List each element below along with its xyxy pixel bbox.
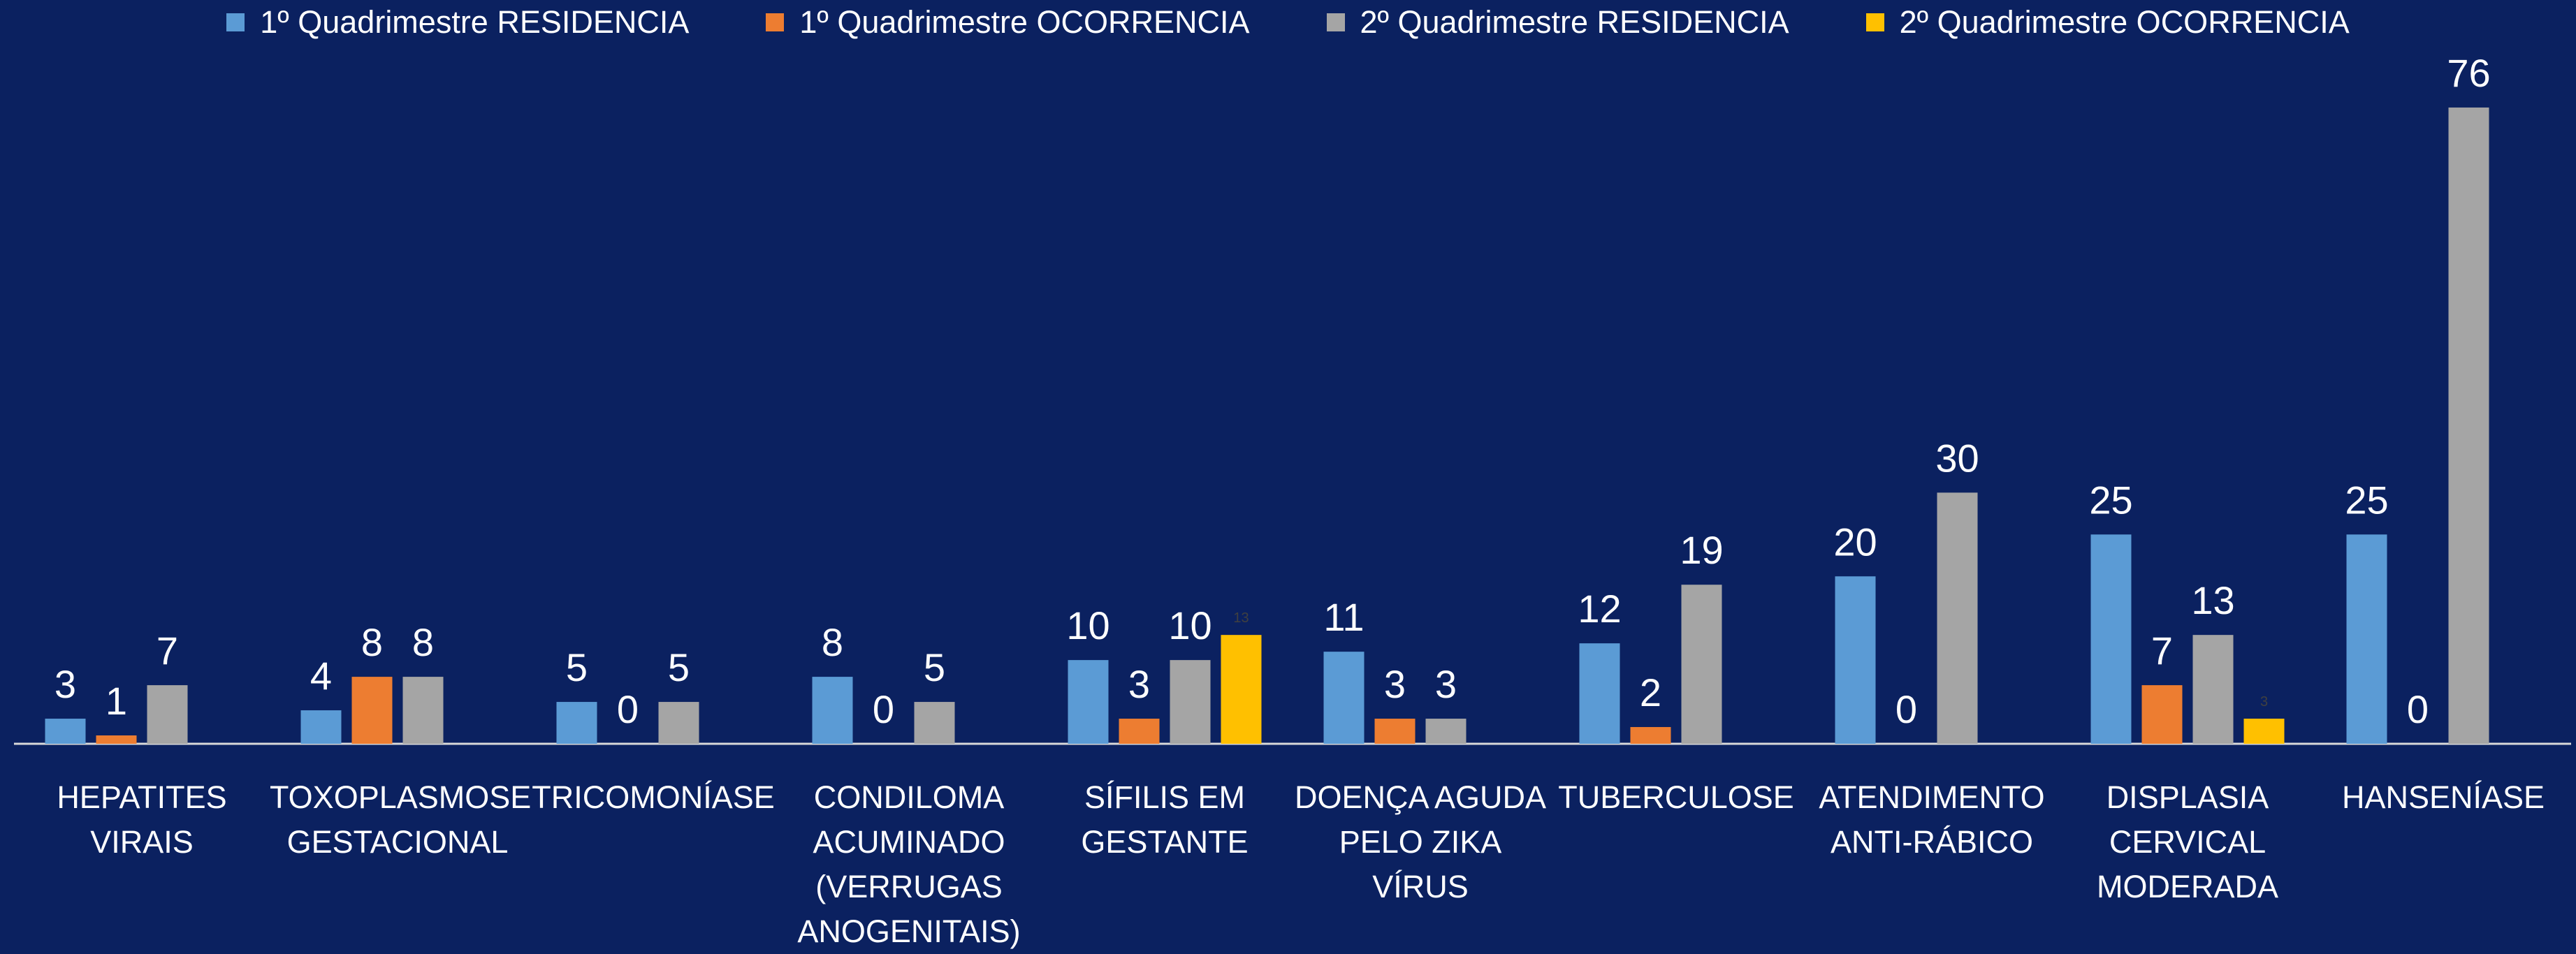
value-label: 8 [822,620,843,664]
value-label: 20 [1833,520,1877,564]
bar [1221,635,1262,744]
value-label: 11 [1323,595,1364,639]
legend-swatch [1326,13,1345,31]
value-label: 3 [1128,662,1150,706]
value-label: 0 [1895,687,1917,731]
value-label: 3 [1435,662,1457,706]
x-tick-label: DISPLASIA CERVICAL MODERADA [2096,779,2279,904]
bar [1323,652,1365,744]
legend-swatch [1865,13,1884,31]
value-label: 10 [1168,603,1211,647]
value-label: 8 [412,620,434,664]
legend-label: 2º Quadrimestre RESIDENCIA [1360,4,1789,40]
value-label: 0 [2407,687,2429,731]
bar [2448,107,2489,744]
bar [147,685,188,744]
value-label: 8 [361,620,383,664]
value-label: 12 [1578,587,1621,631]
legend-label: 1º Quadrimestre RESIDENCIA [260,4,690,40]
legend-swatch [226,13,245,31]
bar [812,677,853,744]
legend-label: 1º Quadrimestre OCORRENCIA [799,4,1250,40]
bar [1835,576,1876,744]
bar [658,702,699,744]
x-tick-label: HANSENÍASE [2341,779,2545,815]
bar [2346,534,2387,744]
x-tick-label: TOXOPLASMOSE GESTACIONAL [270,779,532,860]
value-label: 25 [2089,478,2132,522]
value-label: 1 [105,679,127,723]
value-label: 0 [617,687,639,731]
bar [1170,660,1211,744]
legend-item: 1º Quadrimestre OCORRENCIA [766,4,1250,41]
x-tick-label: ATENDIMENTO ANTI-RÁBICO [1819,779,2045,860]
bar [300,710,342,744]
bar [556,702,597,744]
bar [2192,635,2234,744]
bar [1119,719,1160,744]
value-label: 5 [668,645,690,689]
bar [914,702,955,744]
value-label: 2 [1640,670,1661,714]
legend: 1º Quadrimestre RESIDENCIA 1º Quadrimestr… [0,4,2576,41]
bar [1068,660,1109,744]
value-label: 13 [2191,578,2234,622]
x-tick-label: CONDILOMA ACUMINADO (VERRUGAS ANOGENITAI… [797,779,1021,949]
bar [1681,585,1722,744]
value-label: 7 [2151,629,2173,673]
bar [1937,492,1978,744]
x-tick-label: HEPATITES VIRAIS [57,779,227,860]
value-label: 30 [1935,436,1979,480]
legend-label: 2º Quadrimestre OCORRENCIA [1899,4,2350,40]
x-tick-label: SÍFILIS EM GESTANTE [1081,779,1249,860]
x-tick-label: DOENÇA AGUDA PELO ZIKA VÍRUS [1294,779,1547,904]
bar [1374,719,1416,744]
value-label: 3 [1384,662,1406,706]
bar [402,677,444,744]
bar [1425,719,1467,744]
bar [1579,643,1620,744]
legend-item: 2º Quadrimestre OCORRENCIA [1865,4,2350,41]
value-label: 19 [1680,528,1723,572]
value-label: 10 [1066,603,1109,647]
value-label: 5 [924,645,945,689]
legend-swatch [766,13,785,31]
legend-item: 2º Quadrimestre RESIDENCIA [1326,4,1789,41]
bar [351,677,393,744]
bar [1630,727,1671,744]
bar [2243,719,2285,744]
x-tick-label: TRICOMONÍASE [532,779,775,815]
bar [2141,685,2183,744]
value-label: 25 [2345,478,2388,522]
value-label: 76 [2447,51,2490,95]
bar [45,719,86,744]
value-label: 5 [566,645,588,689]
value-label: 3 [2260,694,2268,710]
x-tick-label: TUBERCULOSE [1558,779,1794,815]
legend-item: 1º Quadrimestre RESIDENCIA [226,4,689,41]
value-label: 0 [873,687,894,731]
value-label: 13 [1233,610,1249,626]
bar [2090,534,2132,744]
bar [96,735,137,744]
value-label: 3 [54,662,76,706]
value-label: 7 [157,629,178,673]
value-label: 4 [310,654,332,698]
